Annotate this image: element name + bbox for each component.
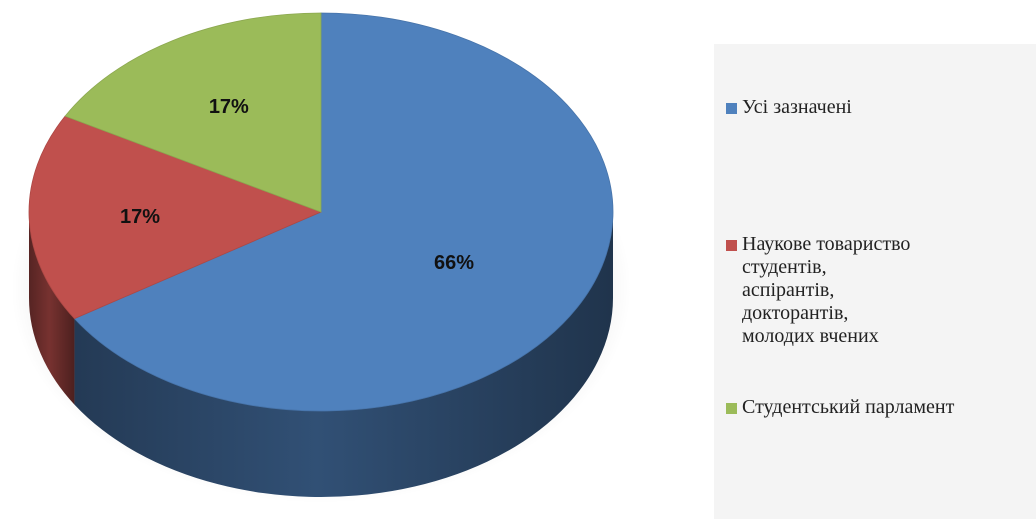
pie-side-scientific-society xyxy=(29,212,75,405)
legend-item-scientific-society: Наукове товариство студентів, аспірантів… xyxy=(726,233,922,348)
legend-swatch-red xyxy=(726,240,737,251)
legend-swatch-blue xyxy=(726,103,737,114)
data-label-scientific-society: 17% xyxy=(120,206,160,228)
data-label-all-marked: 66% xyxy=(434,252,474,274)
pie-slice-student-parliament xyxy=(64,12,322,213)
legend-swatch-green xyxy=(726,403,737,414)
pie-side-all-marked xyxy=(74,212,614,498)
legend: Усі зазначені Наукове товариство студент… xyxy=(714,44,1036,519)
legend-label: Наукове товариство студентів, аспірантів… xyxy=(742,233,911,347)
legend-label: Усі зазначені xyxy=(742,96,852,118)
data-label-student-parliament: 17% xyxy=(209,96,249,118)
legend-item-student-parliament: Студентський парламент xyxy=(726,396,1036,419)
pie-slice-all-marked xyxy=(73,12,614,412)
legend-item-all-marked: Усі зазначені xyxy=(726,96,1036,119)
legend-label: Студентський парламент xyxy=(742,396,955,418)
pie-slice-scientific-society xyxy=(28,115,323,320)
